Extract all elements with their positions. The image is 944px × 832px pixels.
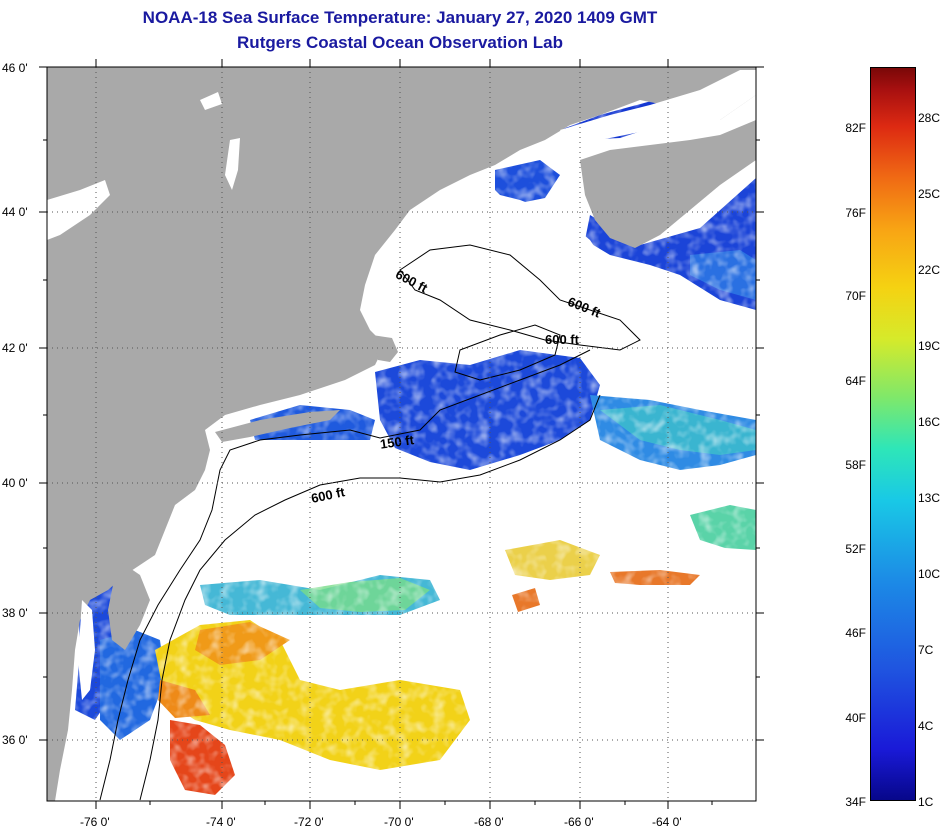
colorbar-f-82: 82F — [845, 121, 866, 135]
lat-label-44: 44 0' — [2, 205, 28, 219]
colorbar-f-34: 34F — [845, 795, 866, 809]
contour-600ft-gulf-maine — [399, 244, 641, 351]
colorbar-c-13: 13C — [918, 491, 941, 505]
land-north-america — [47, 67, 756, 801]
temperature-colorbar — [870, 67, 916, 801]
colorbar-c-19: 19C — [918, 339, 941, 353]
colorbar-f-58: 58F — [845, 458, 866, 472]
lon-label-74: -74 0' — [206, 815, 236, 829]
lake-ontario — [47, 180, 110, 240]
colorbar-c-1: 1C — [918, 795, 934, 809]
colorbar-f-46: 46F — [845, 626, 866, 640]
colorbar-c-25: 25C — [918, 187, 941, 201]
lon-label-66: -66 0' — [564, 815, 594, 829]
contour-label-georges: 600 ft — [545, 332, 580, 347]
colorbar-f-64: 64F — [845, 374, 866, 388]
map-frame — [46, 66, 757, 802]
bathymetry-contours — [99, 244, 641, 801]
land-layer — [47, 67, 756, 801]
lake-small-1 — [200, 92, 222, 110]
lon-label-64: -64 0' — [652, 815, 682, 829]
contour-label-150ft: 150 ft — [379, 432, 415, 452]
lat-label-40: 40 0' — [2, 476, 28, 490]
contour-600ft-shelf-edge — [139, 394, 601, 801]
lat-label-38: 38 0' — [2, 606, 28, 620]
colorbar-c-10: 10C — [918, 567, 941, 581]
gulf-of-maine-clouds — [395, 190, 610, 340]
colorbar-c-28: 28C — [918, 111, 941, 125]
latitude-labels: 46 0' 44 0' 42 0' 40 0' 38 0' 36 0' — [2, 61, 28, 747]
lat-label-46: 46 0' — [2, 61, 28, 75]
colorbar-c-16: 16C — [918, 415, 941, 429]
lon-label-70: -70 0' — [384, 815, 414, 829]
lat-label-36: 36 0' — [2, 733, 28, 747]
colorbar-f-70: 70F — [845, 289, 866, 303]
lat-label-42: 42 0' — [2, 341, 28, 355]
colorbar-c-22: 22C — [918, 263, 941, 277]
map-subtitle: Rutgers Coastal Ocean Observation Lab — [237, 33, 563, 52]
colorbar-f-52: 52F — [845, 542, 866, 556]
lon-label-68: -68 0' — [474, 815, 504, 829]
lakes-layer — [47, 70, 756, 700]
graticule — [47, 67, 756, 801]
land-long-island — [215, 410, 340, 442]
colorbar-f-40: 40F — [845, 711, 866, 725]
land-cape-cod — [372, 335, 398, 362]
lon-label-72: -72 0' — [294, 815, 324, 829]
contour-150ft — [99, 349, 591, 801]
contour-label-shelf-edge: 600 ft — [310, 484, 347, 506]
longitude-labels: -76 0' -74 0' -72 0' -70 0' -68 0' -66 0… — [80, 815, 682, 829]
land-delmarva — [108, 560, 150, 650]
gulf-of-st-lawrence-ice — [560, 70, 756, 145]
lon-label-76: -76 0' — [80, 815, 110, 829]
land-nova-scotia — [580, 120, 756, 248]
colorbar-f-76: 76F — [845, 206, 866, 220]
lake-champlain — [225, 138, 240, 190]
contour-georges — [454, 324, 561, 381]
map-title: NOAA-18 Sea Surface Temperature: January… — [142, 8, 658, 27]
chesapeake-bay — [78, 600, 95, 700]
colorbar-c-4: 4C — [918, 719, 934, 733]
axis-ticks — [39, 59, 764, 809]
colorbar-c-7: 7C — [918, 643, 934, 657]
